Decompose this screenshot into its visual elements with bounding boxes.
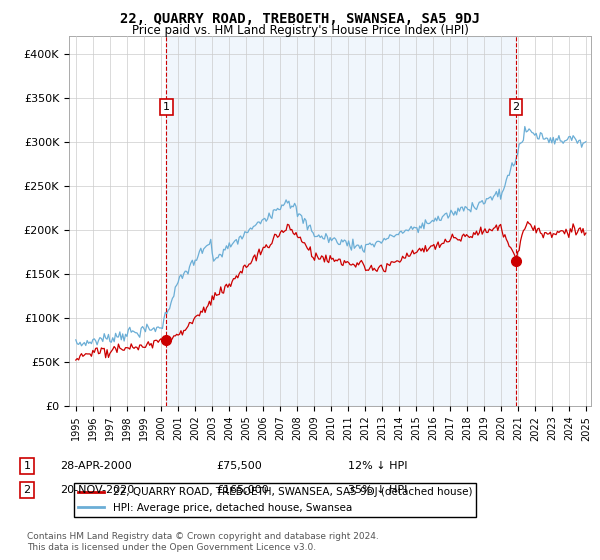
Text: 35% ↓ HPI: 35% ↓ HPI (348, 485, 407, 495)
Text: £75,500: £75,500 (216, 461, 262, 471)
Legend: 22, QUARRY ROAD, TREBOETH, SWANSEA, SA5 9DJ (detached house), HPI: Average price: 22, QUARRY ROAD, TREBOETH, SWANSEA, SA5 … (74, 483, 476, 517)
Text: 20-NOV-2020: 20-NOV-2020 (60, 485, 134, 495)
Text: 22, QUARRY ROAD, TREBOETH, SWANSEA, SA5 9DJ: 22, QUARRY ROAD, TREBOETH, SWANSEA, SA5 … (120, 12, 480, 26)
Text: 12% ↓ HPI: 12% ↓ HPI (348, 461, 407, 471)
Text: 1: 1 (23, 461, 31, 471)
Text: Contains HM Land Registry data © Crown copyright and database right 2024.
This d: Contains HM Land Registry data © Crown c… (27, 532, 379, 552)
Text: 2: 2 (23, 485, 31, 495)
Text: 2: 2 (512, 102, 520, 112)
Text: £165,000: £165,000 (216, 485, 269, 495)
Text: 1: 1 (163, 102, 170, 112)
Text: Price paid vs. HM Land Registry's House Price Index (HPI): Price paid vs. HM Land Registry's House … (131, 24, 469, 37)
Text: 28-APR-2000: 28-APR-2000 (60, 461, 132, 471)
Bar (166, 36, 516, 406)
